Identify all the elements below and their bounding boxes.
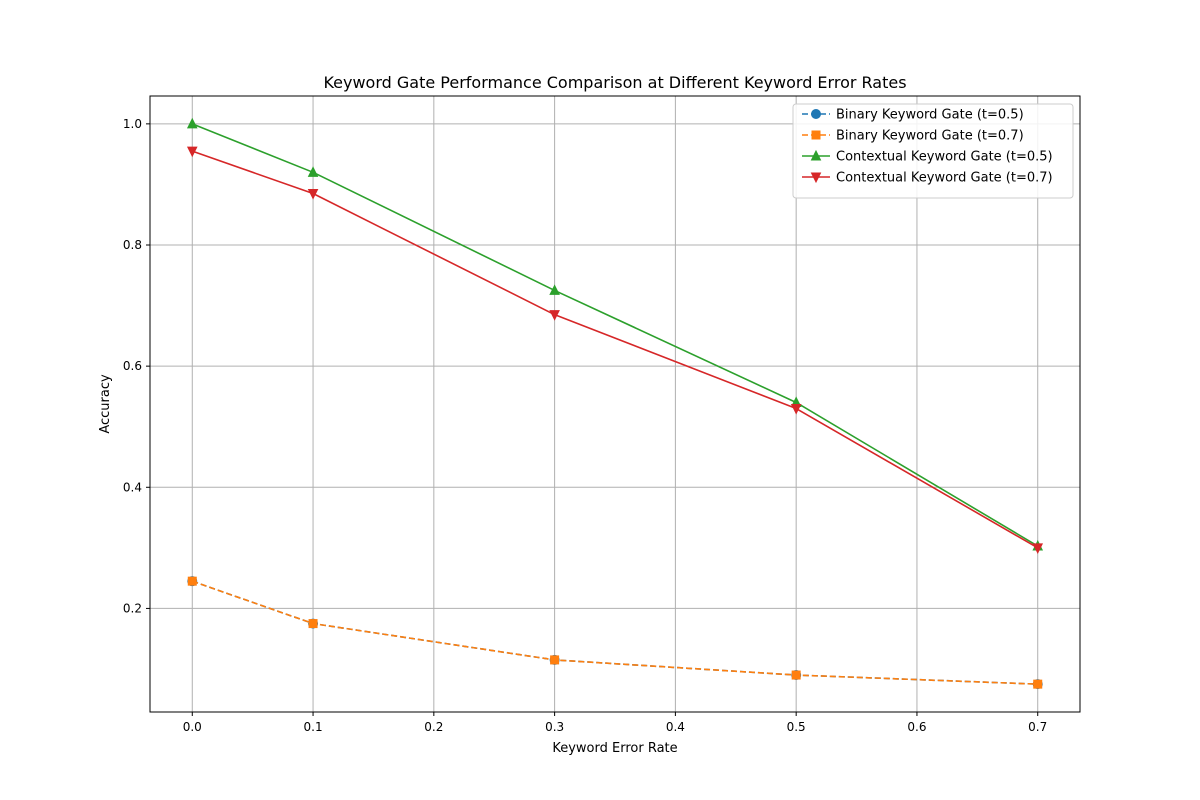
legend-label: Binary Keyword Gate (t=0.5) xyxy=(836,108,1024,123)
legend-entry: Binary Keyword Gate (t=0.5) xyxy=(802,108,1024,123)
data-point xyxy=(790,404,802,415)
data-point xyxy=(186,146,198,158)
chart-title: Keyword Gate Performance Comparison at D… xyxy=(323,73,906,92)
data-point xyxy=(549,310,560,321)
data-point xyxy=(186,117,198,129)
data-point xyxy=(307,166,319,177)
x-tick-label: 0.6 xyxy=(907,720,926,734)
legend: Binary Keyword Gate (t=0.5) Binary Keywor… xyxy=(792,103,1074,199)
series-line xyxy=(192,150,1039,549)
data-point xyxy=(549,284,560,295)
legend-marker xyxy=(810,149,822,161)
series-1 xyxy=(187,576,1043,689)
x-axis-label: Keyword Error Rate xyxy=(552,741,677,756)
y-tick-label: 0.8 xyxy=(123,238,142,252)
x-tick-label: 0.7 xyxy=(1028,720,1047,734)
x-tick-label: 0.3 xyxy=(545,720,564,734)
y-tick-label: 0.2 xyxy=(123,601,142,615)
legend-label: Binary Keyword Gate (t=0.7) xyxy=(836,129,1024,144)
series-layer xyxy=(186,117,1044,690)
series-line xyxy=(192,580,1038,685)
legend-label: Contextual Keyword Gate (t=0.7) xyxy=(836,171,1053,186)
y-tick-label: 0.4 xyxy=(123,480,142,494)
x-tick-label: 0.4 xyxy=(666,720,685,734)
legend-marker xyxy=(811,130,821,140)
data-point xyxy=(550,655,560,665)
y-tick-label: 0.6 xyxy=(123,359,142,373)
data-point xyxy=(307,189,319,200)
x-axis-ticks: 0.0 0.1 0.2 0.3 0.4 0.5 0.6 0.7 xyxy=(183,712,1047,734)
legend-label: Contextual Keyword Gate (t=0.5) xyxy=(836,150,1053,165)
series-3 xyxy=(186,146,1044,554)
series-line xyxy=(192,580,1038,685)
series-0 xyxy=(187,576,1043,690)
legend-entry: Contextual Keyword Gate (t=0.5) xyxy=(802,150,1053,165)
x-tick-label: 0.1 xyxy=(304,720,323,734)
legend-entry: Contextual Keyword Gate (t=0.7) xyxy=(802,171,1053,186)
legend-marker xyxy=(811,109,821,119)
x-tick-label: 0.5 xyxy=(787,720,806,734)
plot-frame xyxy=(149,95,1081,713)
y-axis-label: Accuracy xyxy=(98,374,113,434)
legend-box xyxy=(792,103,1074,199)
y-tick-label: 1.0 xyxy=(123,117,142,131)
data-point xyxy=(308,619,318,629)
x-tick-label: 0.2 xyxy=(424,720,443,734)
legend-marker xyxy=(810,172,822,184)
data-point xyxy=(1032,543,1044,554)
y-axis-ticks: 0.2 0.4 0.6 0.8 1.0 xyxy=(123,117,150,615)
data-point xyxy=(791,670,801,680)
x-tick-label: 0.0 xyxy=(183,720,202,734)
legend-entry: Binary Keyword Gate (t=0.7) xyxy=(802,129,1024,144)
data-point xyxy=(1033,679,1043,689)
data-point xyxy=(187,576,197,586)
